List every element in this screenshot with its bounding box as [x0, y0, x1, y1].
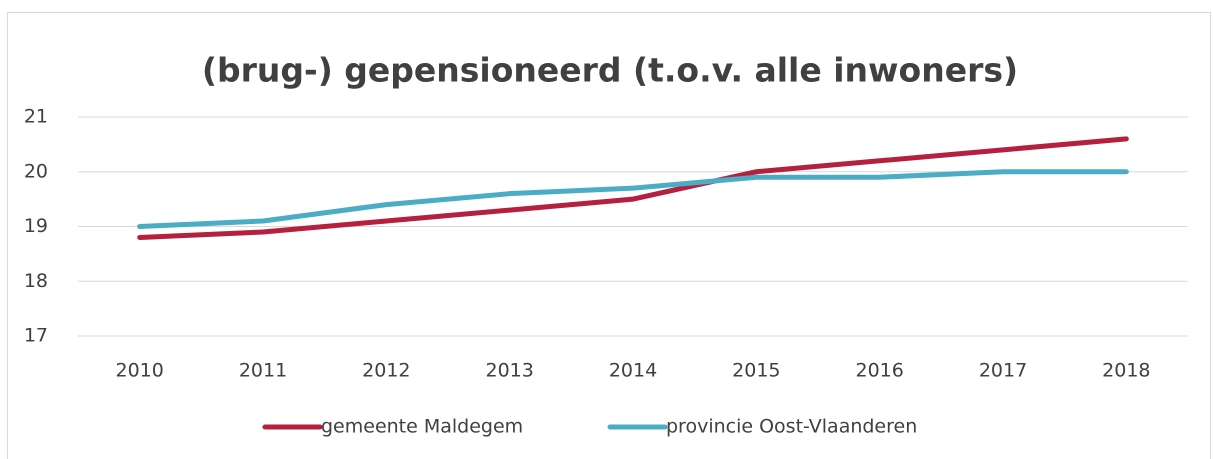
x-tick-label: 2018 [1102, 360, 1150, 382]
x-tick-label: 2016 [855, 360, 903, 382]
x-tick-label: 2011 [239, 360, 287, 382]
x-tick-label: 2017 [979, 360, 1027, 382]
y-tick-label: 18 [24, 270, 48, 292]
data-line [137, 136, 1129, 240]
x-tick-label: 2010 [115, 360, 163, 382]
y-tick-label: 20 [24, 160, 48, 182]
data-line [137, 169, 1129, 229]
x-tick-label: 2014 [609, 360, 657, 382]
x-tick-label: 2013 [485, 360, 533, 382]
y-tick-label: 17 [24, 325, 48, 347]
x-tick-label: 2015 [732, 360, 780, 382]
chart-title: (brug-) gepensioneerd (t.o.v. alle inwon… [202, 51, 1018, 90]
y-tick-label: 21 [24, 106, 48, 128]
x-tick-label: 2012 [362, 360, 410, 382]
y-tick-label: 19 [24, 215, 48, 237]
legend-label: gemeente Maldegem [321, 416, 523, 438]
legend-label: provincie Oost-Vlaanderen [666, 416, 917, 438]
